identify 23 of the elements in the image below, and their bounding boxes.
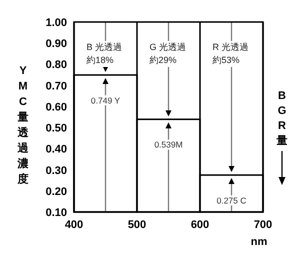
y2-axis-title: BGR量 [276, 90, 288, 147]
y-tick-label: 0.90 [46, 38, 67, 50]
y-tick-label: 0.60 [46, 101, 67, 114]
y-axis-title: YMC量透過濃度 [16, 65, 30, 186]
y-tick-label: 0.80 [46, 59, 67, 72]
y-tick-label: 0.10 [46, 207, 67, 219]
x-tick-label: 400 [64, 219, 84, 231]
y-tick-label: 0.30 [46, 164, 67, 177]
annotation: G 光透過約29% [148, 41, 190, 67]
x-tick-label: 600 [190, 219, 210, 231]
y-tick-label: 0.20 [46, 186, 67, 198]
annotation: B 光透過約18% [84, 41, 126, 67]
data-label: 0.275 C [216, 195, 246, 206]
annotation: R 光透過約53% [210, 41, 252, 67]
x-tick-label: 700 [254, 219, 272, 231]
y-tick-label: 0.50 [46, 122, 67, 135]
y-tick-label: 0.40 [46, 144, 67, 156]
y-tick-label: 1.00 [46, 17, 67, 29]
x-tick-label: 500 [128, 219, 146, 231]
data-label: 0.749 Y [90, 95, 120, 106]
data-label: 0.539M [154, 140, 183, 150]
x-axis-title: nm [250, 236, 268, 248]
y-tick-label: 0.70 [46, 80, 67, 92]
